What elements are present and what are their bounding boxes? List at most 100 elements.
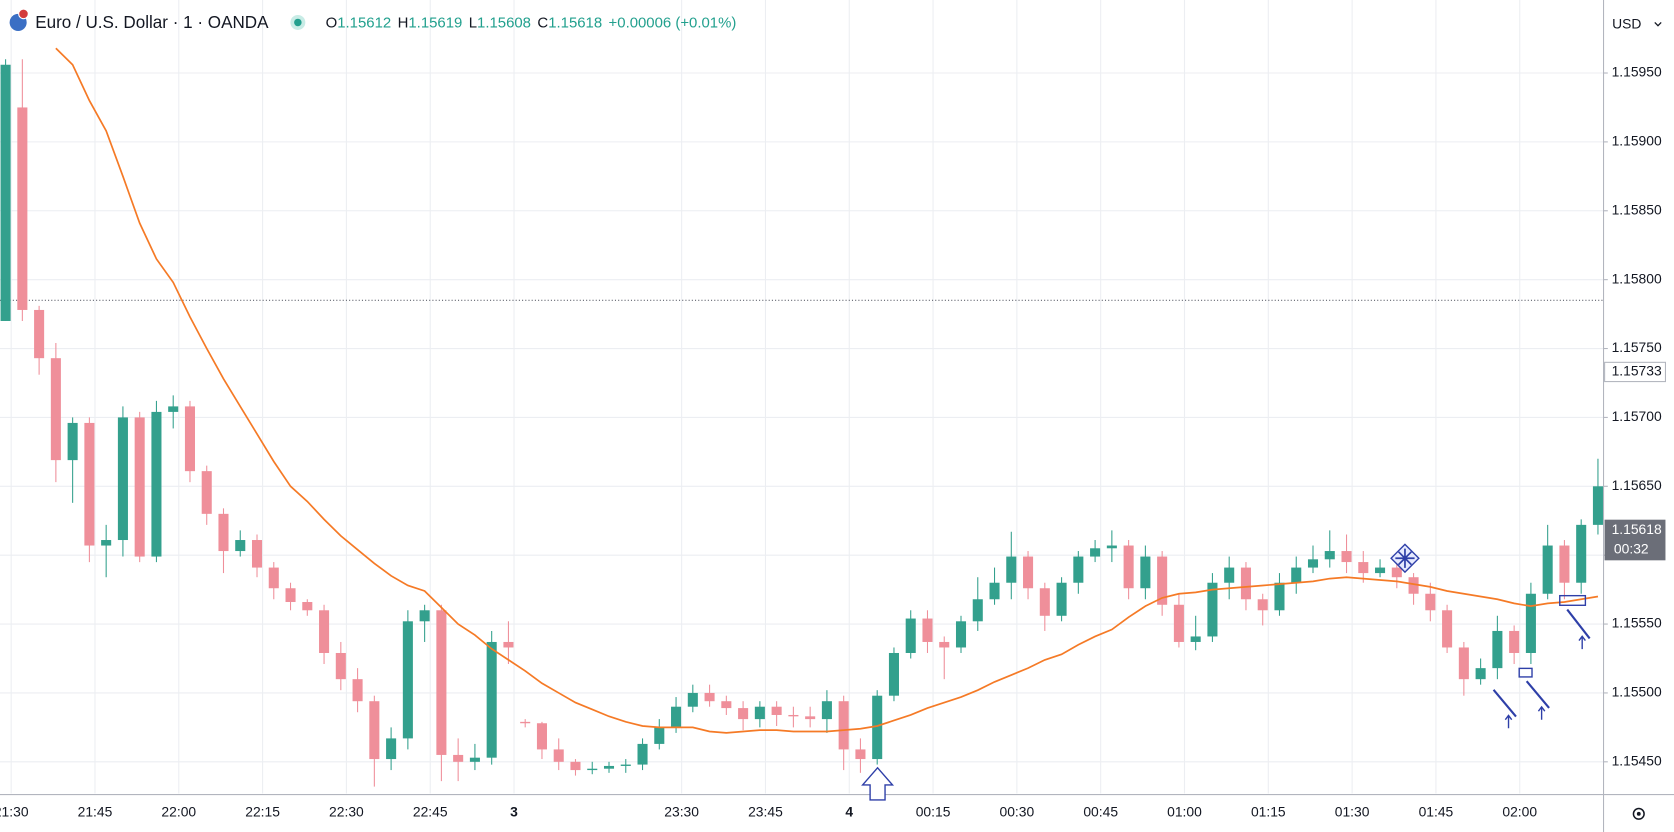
- candle-body: [1525, 593, 1536, 653]
- ohlc-key: C: [537, 14, 548, 31]
- diamond-icon: [1395, 548, 1415, 568]
- candle-body: [369, 701, 380, 760]
- last-price-box: [1604, 519, 1666, 561]
- symbol-title: Euro / U.S. Dollar · 1 · OANDA: [35, 13, 269, 32]
- y-tick-label: 1.15800: [1612, 270, 1662, 286]
- candle-body: [101, 540, 112, 546]
- candle-body: [84, 422, 95, 546]
- candle-body: [1542, 545, 1553, 594]
- candle-body: [352, 679, 363, 702]
- candle-body: [1106, 545, 1117, 549]
- candle-body: [520, 721, 531, 724]
- x-tick-label: 01:45: [1419, 803, 1454, 819]
- plot-area: [0, 47, 1604, 787]
- dropdown-chevron[interactable]: [1654, 22, 1662, 27]
- price-label-box: [1604, 361, 1666, 383]
- candle-body: [939, 641, 950, 648]
- drawings: [861, 543, 1591, 801]
- x-tick-label: 22:15: [245, 803, 280, 819]
- y-tick-label: 1.15950: [1612, 64, 1662, 80]
- last-price: 1.15618: [1612, 521, 1662, 537]
- x-tick-label: 22:30: [329, 803, 364, 819]
- y-tick-label: 1.15700: [1612, 408, 1662, 424]
- candle-body: [654, 727, 665, 744]
- candle-body: [1123, 545, 1134, 589]
- ohlc-value: 1.15608: [477, 14, 531, 31]
- ohlc-key: H: [398, 14, 409, 31]
- gear-center[interactable]: [1636, 811, 1641, 816]
- candle-body: [805, 716, 816, 720]
- arrow-small: [1578, 635, 1586, 650]
- arrow-up-drawing: [861, 766, 895, 801]
- candle-body: [67, 422, 78, 461]
- candle-body: [1073, 556, 1084, 583]
- x-tick-label: 21:45: [78, 803, 113, 819]
- candle-body: [872, 695, 883, 760]
- candle-body: [687, 692, 698, 707]
- axes: 1.154501.155001.155501.156001.156501.157…: [0, 64, 1666, 819]
- y-tick-label: 1.15550: [1612, 615, 1662, 631]
- candle-body: [235, 540, 246, 552]
- candle-body: [1006, 556, 1017, 583]
- currency-selector[interactable]: USD: [1612, 15, 1662, 31]
- candle-body: [134, 417, 145, 557]
- x-tick-label: 00:30: [1000, 803, 1035, 819]
- trend-line: [1525, 680, 1550, 709]
- candle-body: [671, 706, 682, 728]
- candle-body: [922, 618, 933, 642]
- candle-body: [888, 652, 899, 696]
- candle-body: [436, 610, 447, 755]
- candle-body: [1291, 567, 1302, 583]
- candle-body: [1425, 593, 1436, 611]
- candle-body: [788, 714, 799, 717]
- box-drawing: [1518, 667, 1533, 678]
- candle-body: [34, 309, 45, 359]
- currency-label[interactable]: USD: [1612, 15, 1641, 31]
- candle-body: [955, 621, 967, 648]
- candle-body: [1140, 556, 1151, 589]
- candle-body: [620, 764, 631, 766]
- price-label: 1.15733: [1612, 363, 1662, 379]
- candle-body: [1592, 486, 1603, 525]
- candle-body: [838, 701, 849, 750]
- candle-body: [453, 754, 464, 762]
- candle-body: [419, 610, 430, 622]
- x-tick-label: 3: [510, 803, 518, 819]
- candle-body: [637, 743, 648, 765]
- candle-body: [1023, 556, 1034, 589]
- candle-body: [1375, 567, 1386, 574]
- y-tick-label: 1.15850: [1612, 201, 1662, 217]
- candle-body: [536, 723, 547, 750]
- candle-body: [402, 621, 413, 739]
- grid: [0, 0, 1604, 794]
- settings-button[interactable]: [1632, 807, 1645, 820]
- candle-body: [972, 599, 983, 622]
- ohlc-value: 1.15619: [408, 14, 462, 31]
- x-tick-label: 01:15: [1251, 803, 1286, 819]
- candle-body: [1341, 551, 1352, 563]
- candle-body: [721, 701, 732, 709]
- candle-body: [1190, 636, 1201, 642]
- arrow-small: [1504, 714, 1513, 729]
- y-tick-label: 1.15900: [1612, 133, 1662, 149]
- change-value: +0.00006 (+0.01%): [609, 14, 737, 31]
- candle-body: [1274, 582, 1285, 611]
- candle-body: [1492, 630, 1503, 669]
- candle-body: [285, 588, 296, 603]
- ohlc-value: 1.15618: [548, 14, 602, 31]
- candle-body: [1324, 551, 1335, 560]
- trend-line: [1566, 608, 1591, 640]
- symbol-icon-flag: [18, 8, 29, 20]
- candle-body: [268, 567, 279, 589]
- gear-icon[interactable]: [1632, 807, 1645, 820]
- moving-average: [55, 47, 1599, 734]
- candle-body: [1090, 548, 1101, 557]
- candle-body: [335, 652, 346, 680]
- candle-body: [503, 641, 514, 648]
- ohlc-key: L: [469, 14, 477, 31]
- y-tick-label: 1.15500: [1612, 684, 1662, 700]
- candle-body: [1442, 610, 1453, 648]
- candle-body: [251, 540, 263, 568]
